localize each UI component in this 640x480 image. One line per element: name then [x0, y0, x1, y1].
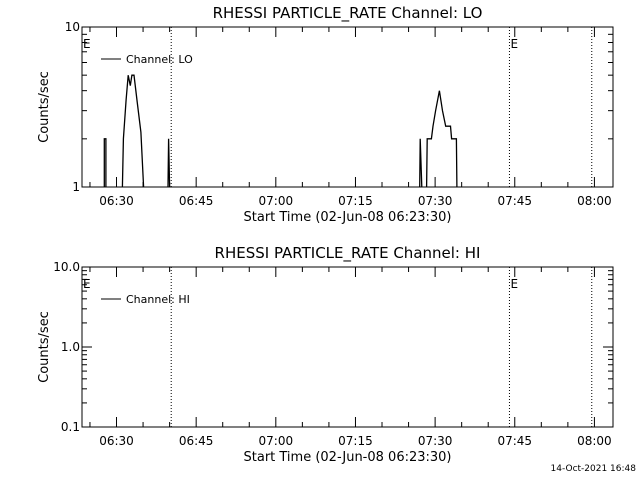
hi-x-tick-label: 06:45	[179, 434, 214, 448]
hi-marker-label: E	[511, 277, 519, 291]
hi-x-tick-label: 07:00	[259, 434, 294, 448]
hi-x-tick-label: 08:00	[577, 434, 612, 448]
footer-timestamp: 14-Oct-2021 16:48	[550, 464, 636, 474]
hi-legend-label: Channel: HI	[126, 293, 190, 306]
hi-y-tick-label: 1.0	[61, 340, 80, 354]
hi-plot-frame	[81, 266, 614, 428]
hi-x-tick-label: 07:15	[338, 434, 373, 448]
lo-series-line	[167, 138, 171, 188]
hi-marker-label: E	[83, 277, 91, 291]
lo-x-tick-label: 08:00	[577, 194, 612, 208]
lo-plot-frame	[81, 26, 614, 188]
lo-y-tick-label: 1	[72, 180, 80, 194]
lo-legend-label: Channel: LO	[126, 53, 193, 66]
lo-marker-label: E	[83, 37, 91, 51]
hi-x-tick-label: 07:30	[418, 434, 453, 448]
hi-y-tick-label: 0.1	[61, 420, 80, 434]
lo-series-line	[121, 74, 145, 188]
lo-x-tick-label: 06:45	[179, 194, 214, 208]
hi-x-axis-label: Start Time (02-Jun-08 06:23:30)	[244, 450, 452, 465]
lo-series-line	[103, 138, 107, 187]
lo-chart-title: RHESSI PARTICLE_RATE Channel: LO	[213, 4, 483, 23]
lo-y-tick-label: 10	[65, 20, 80, 34]
lo-x-tick-label: 07:15	[338, 194, 373, 208]
lo-x-axis-label: Start Time (02-Jun-08 06:23:30)	[244, 210, 452, 225]
hi-y-tick-label: 10.0	[53, 260, 80, 274]
lo-y-axis-label: Counts/sec	[37, 71, 52, 143]
hi-x-tick-label: 07:45	[497, 434, 532, 448]
lo-x-tick-label: 06:30	[99, 194, 134, 208]
lo-x-tick-label: 07:45	[497, 194, 532, 208]
lo-series-line	[419, 138, 423, 188]
lo-x-tick-label: 07:00	[259, 194, 294, 208]
hi-chart-title: RHESSI PARTICLE_RATE Channel: HI	[215, 244, 481, 263]
lo-series-line	[425, 90, 458, 188]
lo-x-tick-label: 07:30	[418, 194, 453, 208]
hi-x-tick-label: 06:30	[99, 434, 134, 448]
hi-y-axis-label: Counts/sec	[37, 311, 52, 383]
lo-marker-label: E	[511, 37, 519, 51]
